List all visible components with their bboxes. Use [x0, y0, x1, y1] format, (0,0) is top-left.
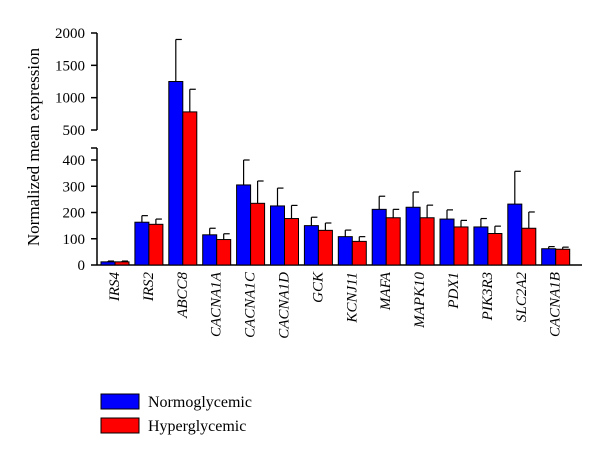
legend: Normoglycemic Hyperglycemic [100, 393, 252, 435]
bar [351, 240, 367, 266]
y-tick-label: 300 [63, 179, 86, 195]
bar [337, 236, 353, 266]
bar [487, 233, 503, 266]
category-label: KCNJ11 [344, 272, 360, 324]
legend-label-normoglycemic: Normoglycemic [148, 394, 252, 411]
category-label: CACNA1C [243, 271, 259, 338]
bar [453, 226, 469, 266]
y-tick-label: 2000 [55, 26, 85, 42]
bar [202, 234, 218, 266]
category-label: CACNA1B [548, 272, 564, 337]
bar [303, 225, 319, 266]
legend-swatch-normoglycemic [100, 393, 140, 410]
bar [473, 226, 489, 266]
y-tick-label: 1000 [55, 91, 85, 107]
category-label: PIK3R3 [480, 272, 496, 321]
bar [100, 261, 116, 266]
bar [284, 218, 299, 266]
bar [405, 206, 421, 266]
bar [134, 221, 150, 266]
bar [270, 205, 285, 266]
y-tick-label: 500 [63, 123, 86, 139]
legend-swatch-hyperglycemic [100, 417, 140, 434]
y-tick-label: 0 [78, 258, 86, 274]
bar [507, 203, 523, 266]
y-tick-label: 1500 [55, 58, 85, 74]
bar [182, 111, 198, 266]
bar [250, 202, 266, 266]
category-label: ABCC8 [175, 272, 191, 319]
bar [555, 248, 571, 266]
category-label: GCK [310, 271, 326, 303]
category-label: SLC2A2 [514, 272, 530, 323]
y-axis-label: Normalized mean expression [24, 47, 43, 246]
bar [236, 184, 252, 266]
category-label: PDX1 [446, 272, 462, 310]
category-labels: IRS4 IRS2 ABCC8 CACNA1A CACNA1C CACNA1D GCK KCN… [107, 271, 564, 339]
bar [168, 81, 184, 266]
bar [317, 229, 333, 266]
bar [439, 218, 455, 266]
bar [371, 208, 387, 266]
bar [419, 217, 435, 266]
bar [521, 227, 537, 266]
category-label: IRS2 [141, 272, 157, 303]
category-label: IRS4 [107, 272, 123, 303]
category-label: MAFA [378, 271, 394, 311]
bar [541, 248, 557, 266]
bar [148, 223, 164, 266]
category-label: CACNA1D [277, 272, 293, 339]
bar [216, 239, 232, 266]
bar [385, 217, 401, 266]
y-tick-label: 200 [63, 206, 86, 222]
y-tick-label: 100 [63, 232, 86, 248]
bar [114, 261, 130, 266]
category-label: MAPK10 [412, 272, 428, 329]
bars [100, 38, 571, 266]
category-label: CACNA1A [209, 271, 225, 337]
y-tick-label: 400 [63, 153, 86, 169]
legend-label-hyperglycemic: Hyperglycemic [148, 418, 246, 435]
